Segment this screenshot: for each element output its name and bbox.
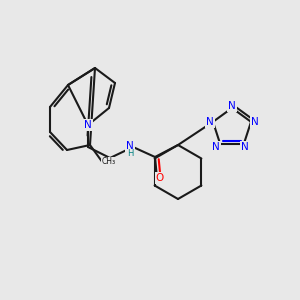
Text: N: N bbox=[228, 101, 236, 111]
Text: H: H bbox=[127, 149, 133, 158]
Text: O: O bbox=[156, 173, 164, 183]
Text: N: N bbox=[206, 117, 214, 127]
Text: N: N bbox=[251, 117, 259, 127]
Text: N: N bbox=[84, 120, 92, 130]
Text: N: N bbox=[126, 141, 134, 151]
Text: N: N bbox=[241, 142, 249, 152]
Text: CH₃: CH₃ bbox=[102, 158, 116, 166]
Text: N: N bbox=[212, 142, 220, 152]
